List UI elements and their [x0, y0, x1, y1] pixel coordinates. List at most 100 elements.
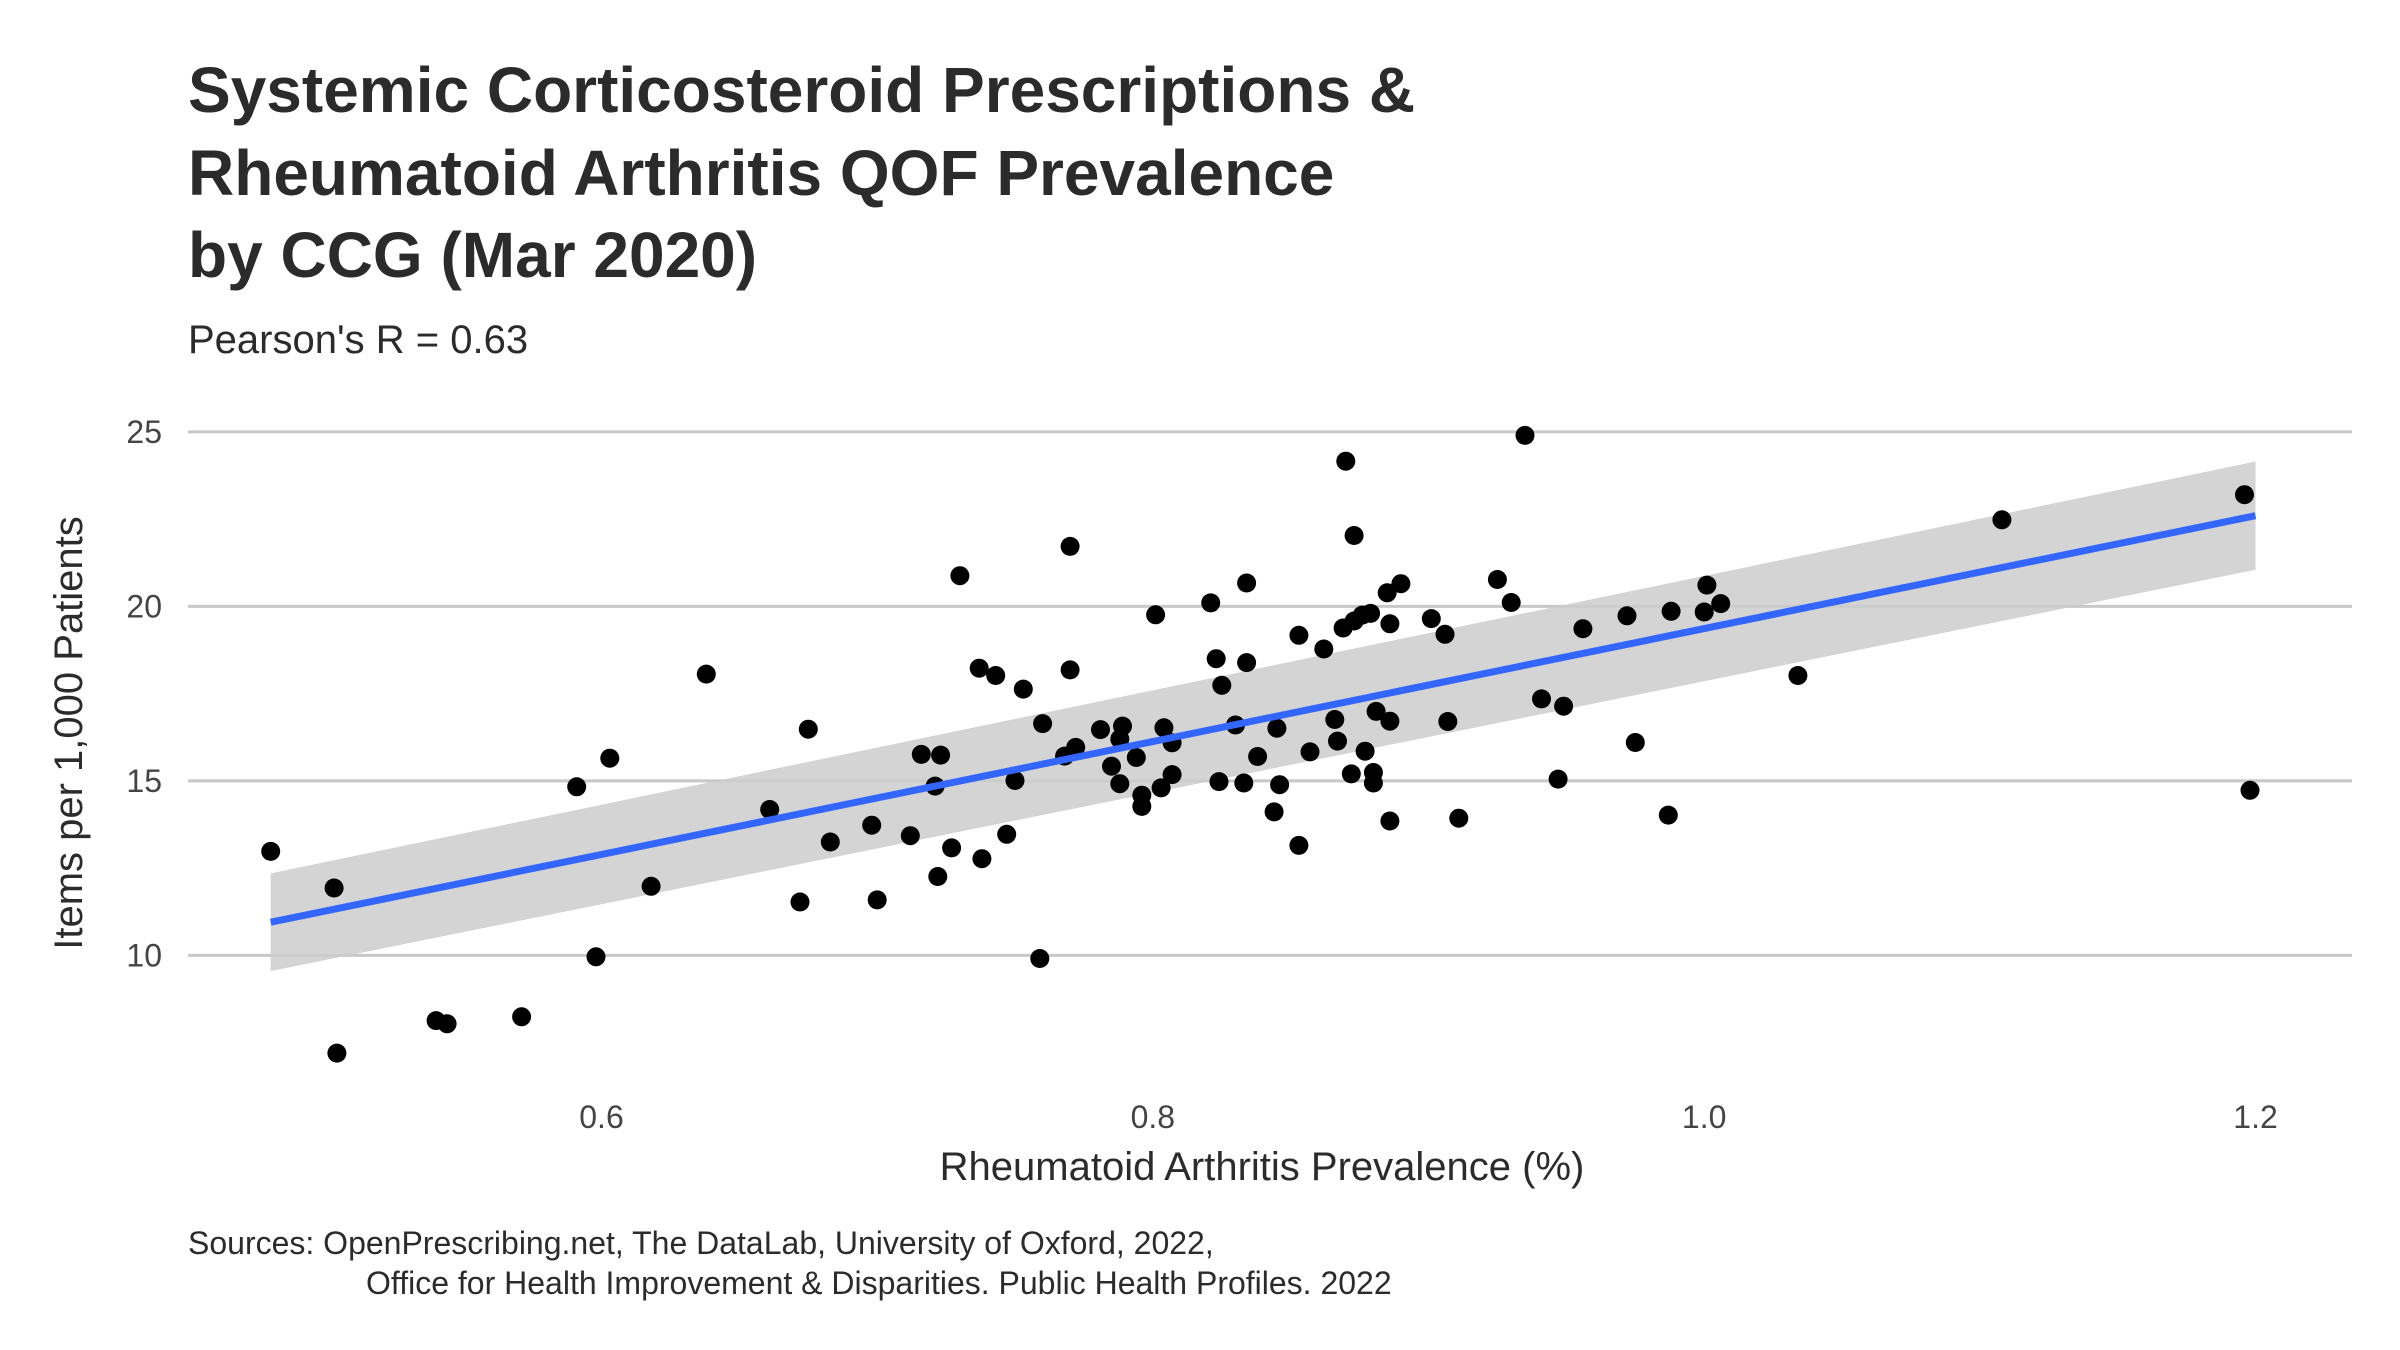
data-point [1132, 796, 1152, 816]
data-point [1060, 536, 1080, 556]
data-point [820, 832, 840, 852]
x-tick-label: 1.0 [1682, 1099, 1726, 1135]
data-point [1661, 601, 1681, 621]
y-tick-label: 15 [126, 763, 162, 799]
data-point [1113, 716, 1132, 736]
y-tick-label: 10 [126, 937, 162, 973]
data-point [798, 719, 818, 739]
data-point [1515, 425, 1535, 445]
data-point [867, 890, 887, 910]
data-points [261, 425, 2260, 1063]
data-point [261, 841, 281, 861]
data-point [1126, 748, 1146, 767]
caption-line-2: Office for Health Improvement & Disparit… [366, 1265, 1392, 1301]
data-point [1151, 778, 1171, 798]
data-point [1325, 710, 1345, 729]
data-point [1234, 773, 1254, 793]
data-point [1380, 811, 1400, 831]
data-point [327, 1043, 347, 1063]
data-point [760, 800, 780, 819]
data-point [1270, 775, 1290, 795]
data-point [696, 664, 716, 684]
data-point [1341, 764, 1361, 784]
data-point [1314, 639, 1334, 659]
data-point [1617, 606, 1637, 626]
data-point [324, 878, 344, 898]
data-point [1501, 593, 1521, 612]
data-point [1344, 526, 1364, 545]
data-point [1212, 675, 1232, 695]
data-point [1206, 649, 1226, 669]
data-point [931, 745, 951, 765]
data-point [928, 867, 948, 886]
data-point [790, 892, 810, 912]
y-axis-ticks: 10 15 20 25 [126, 414, 162, 974]
data-point [1548, 769, 1568, 789]
data-point [1694, 602, 1714, 622]
data-point [900, 826, 920, 846]
data-point [1658, 805, 1678, 825]
data-point [641, 876, 661, 896]
data-point [1487, 570, 1507, 589]
data-point [1380, 711, 1400, 731]
data-point [1201, 593, 1221, 613]
data-point [2240, 780, 2260, 800]
data-point [1438, 712, 1458, 731]
data-point [1237, 653, 1257, 673]
trend-line [269, 512, 2257, 926]
data-point [1697, 575, 1717, 595]
chart-subtitle: Pearson's R = 0.63 [188, 318, 528, 362]
y-axis-label: Items per 1,000 Patients [47, 516, 91, 950]
data-point [567, 777, 587, 797]
data-point [1421, 609, 1441, 629]
x-axis-label: Rheumatoid Arthritis Prevalence (%) [940, 1145, 1585, 1189]
data-point [1267, 718, 1287, 738]
data-point [997, 824, 1017, 844]
data-point [1300, 742, 1320, 762]
data-point [950, 566, 970, 586]
data-point [969, 658, 989, 678]
title-line-1: Systemic Corticosteroid Prescriptions & [188, 54, 1415, 126]
data-point [1110, 774, 1130, 794]
data-point [2235, 485, 2254, 505]
data-point [1625, 733, 1645, 752]
data-point [911, 744, 931, 764]
x-tick-label: 0.6 [579, 1099, 623, 1135]
data-point [600, 748, 620, 768]
data-point [1060, 660, 1080, 680]
data-point [1391, 574, 1411, 594]
data-point [1788, 666, 1808, 685]
data-point [512, 1007, 532, 1027]
data-point [1380, 614, 1400, 634]
x-tick-label: 1.2 [2233, 1099, 2277, 1135]
data-point [437, 1014, 457, 1034]
data-point [1711, 594, 1731, 614]
data-point [1013, 679, 1033, 699]
data-point [972, 849, 992, 869]
data-point [1162, 765, 1182, 785]
data-point [1361, 603, 1381, 623]
title-line-2: Rheumatoid Arthritis QOF Prevalence [188, 137, 1334, 209]
data-point [1289, 625, 1309, 645]
chart-caption: Sources: OpenPrescribing.net, The DataLa… [188, 1225, 1392, 1301]
trend-line-group [269, 512, 2257, 926]
data-point [1355, 741, 1375, 761]
data-point [1237, 573, 1257, 593]
data-point [1248, 747, 1268, 766]
data-point [1209, 772, 1229, 792]
data-point [1102, 756, 1121, 776]
chart-title: Systemic Corticosteroid Prescriptions & … [188, 54, 1415, 291]
data-point [986, 666, 1006, 685]
data-point [942, 838, 962, 858]
title-line-3: by CCG (Mar 2020) [188, 219, 757, 291]
x-axis-ticks: 0.6 0.8 1.0 1.2 [579, 1099, 2277, 1135]
data-point [1264, 802, 1284, 822]
data-point [1146, 605, 1166, 625]
data-point [1366, 701, 1386, 721]
data-point [1289, 835, 1309, 855]
y-tick-label: 25 [126, 414, 162, 450]
data-point [1435, 624, 1455, 644]
data-point [1030, 949, 1050, 968]
